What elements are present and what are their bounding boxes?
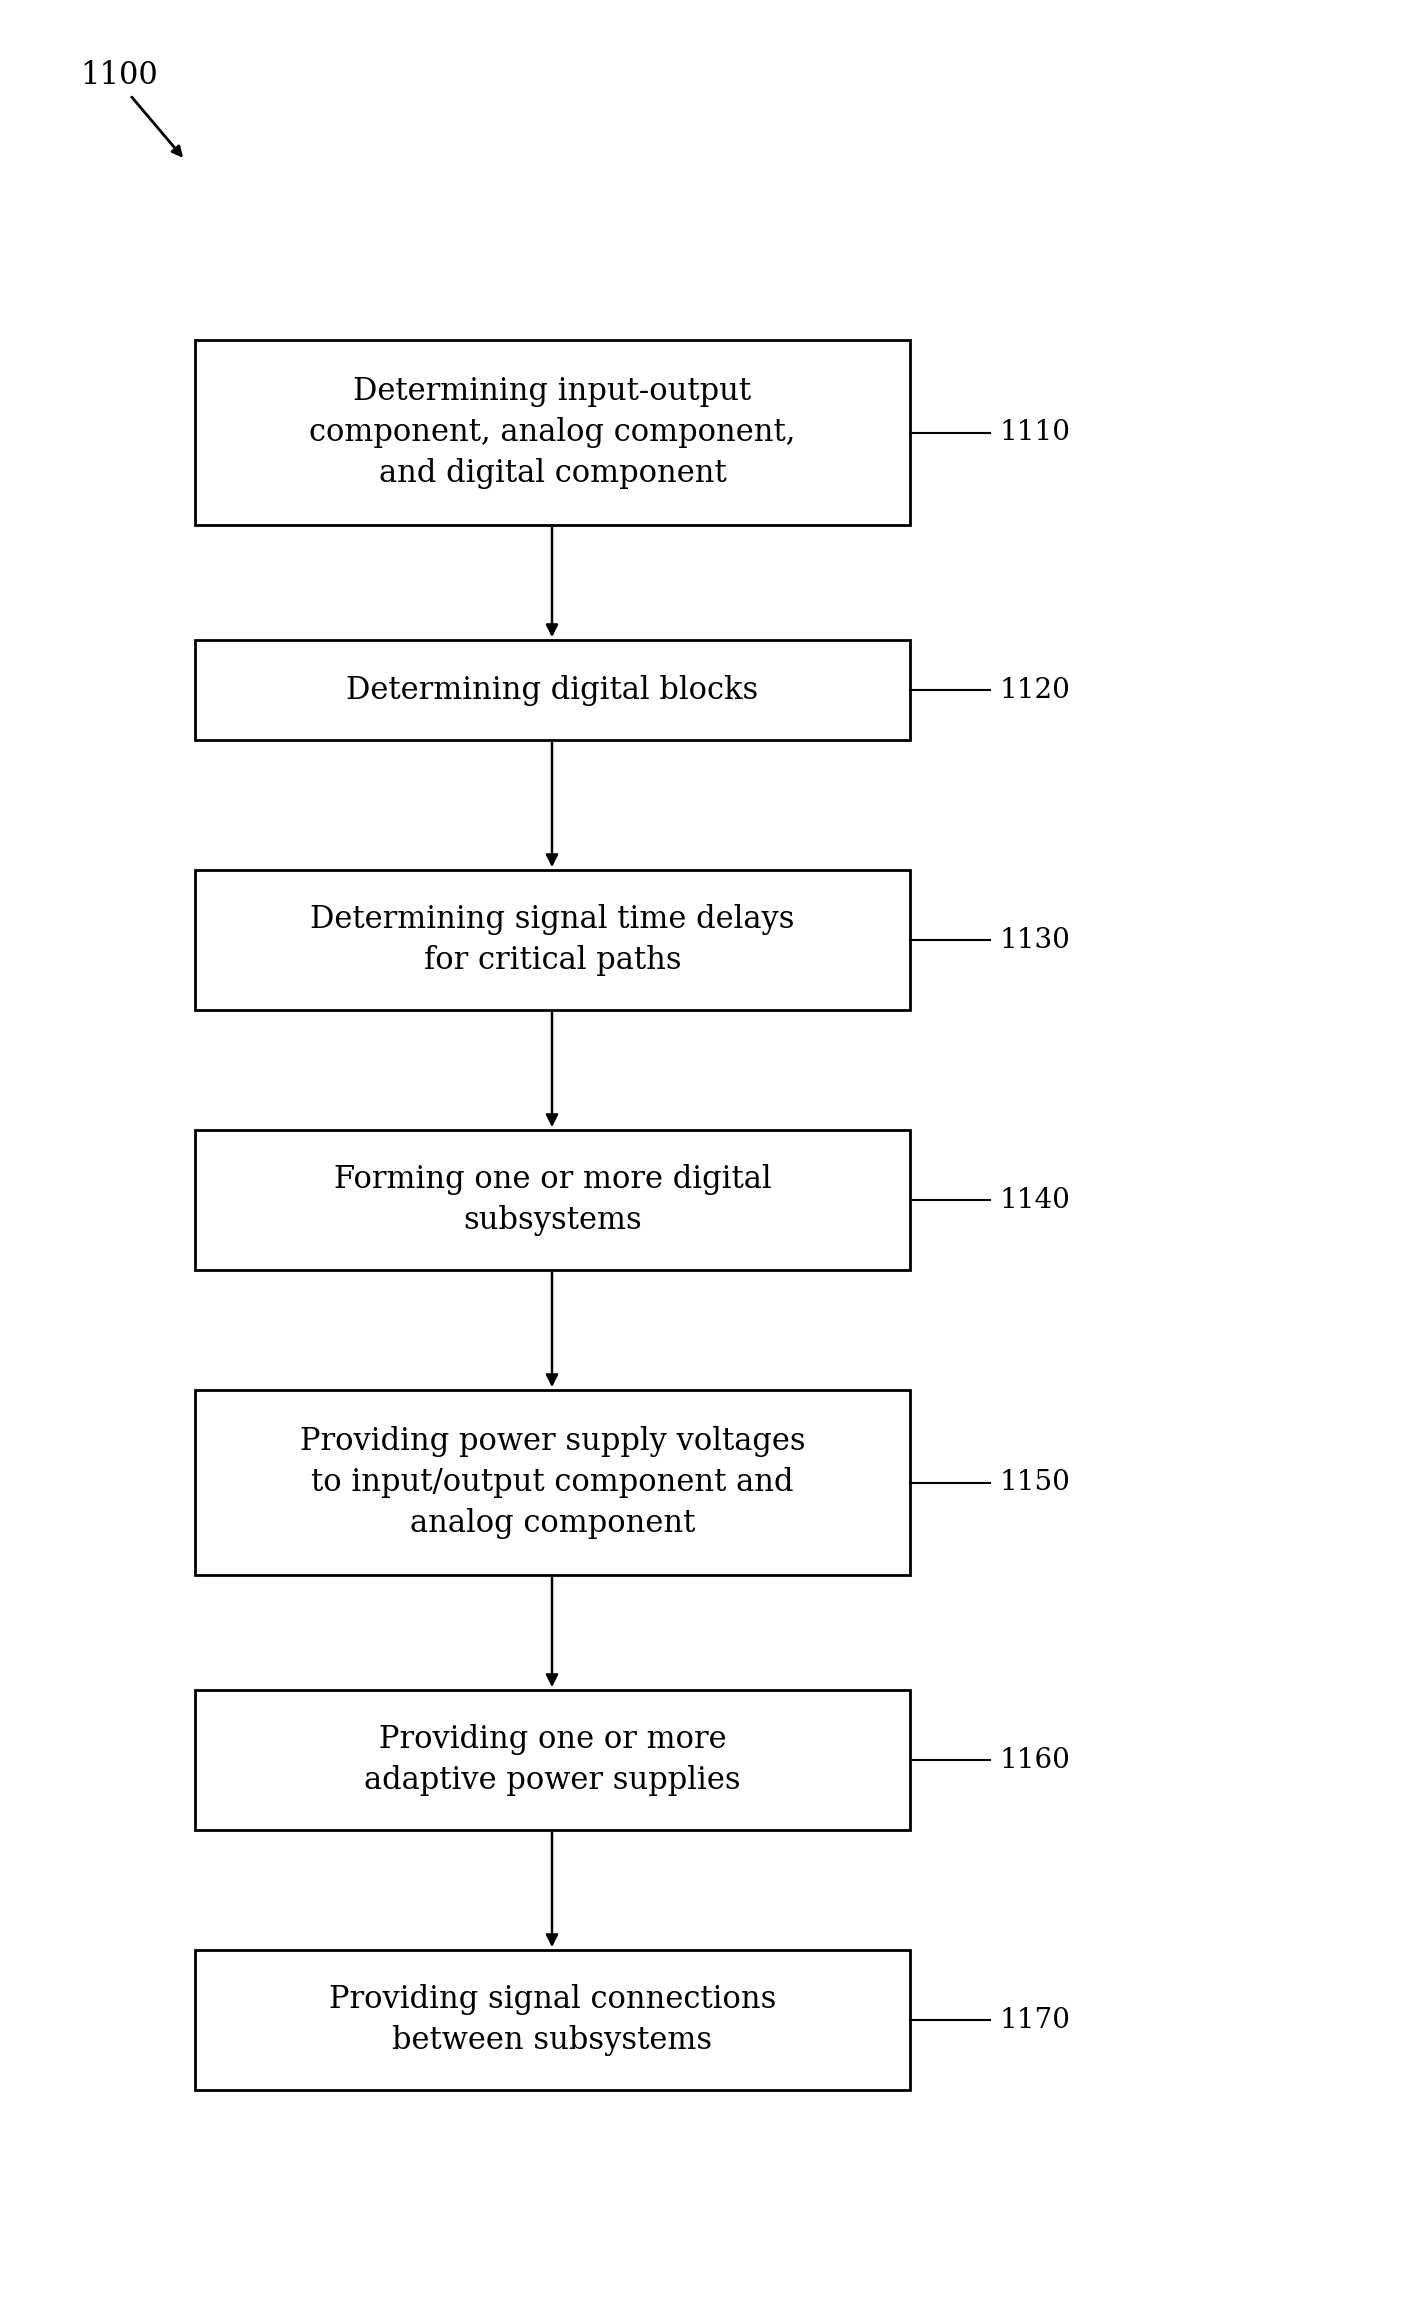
Text: 1140: 1140 [1000,1187,1071,1214]
Text: Providing one or more
adaptive power supplies: Providing one or more adaptive power sup… [364,1723,740,1795]
Text: Determining signal time delays
for critical paths: Determining signal time delays for criti… [311,904,794,976]
Bar [196,1131,910,1270]
Text: 1160: 1160 [1000,1746,1071,1774]
Bar [196,1950,910,2091]
Bar [196,870,910,1011]
Bar [196,1390,910,1575]
Text: Forming one or more digital
subsystems: Forming one or more digital subsystems [333,1163,771,1235]
Text: Determining digital blocks: Determining digital blocks [346,675,759,705]
Text: 1150: 1150 [1000,1469,1071,1497]
Bar [196,641,910,740]
Text: 1130: 1130 [1000,928,1071,953]
Bar [196,340,910,525]
Text: Determining input-output
component, analog component,
and digital component: Determining input-output component, anal… [309,377,795,488]
Text: Providing signal connections
between subsystems: Providing signal connections between sub… [329,1985,776,2056]
Bar [196,1691,910,1830]
Text: 1170: 1170 [1000,2005,1071,2033]
Text: 1120: 1120 [1000,675,1071,703]
Text: 1110: 1110 [1000,419,1071,446]
Text: Providing power supply voltages
to input/output component and
analog component: Providing power supply voltages to input… [299,1427,805,1538]
Text: 1100: 1100 [79,60,157,90]
